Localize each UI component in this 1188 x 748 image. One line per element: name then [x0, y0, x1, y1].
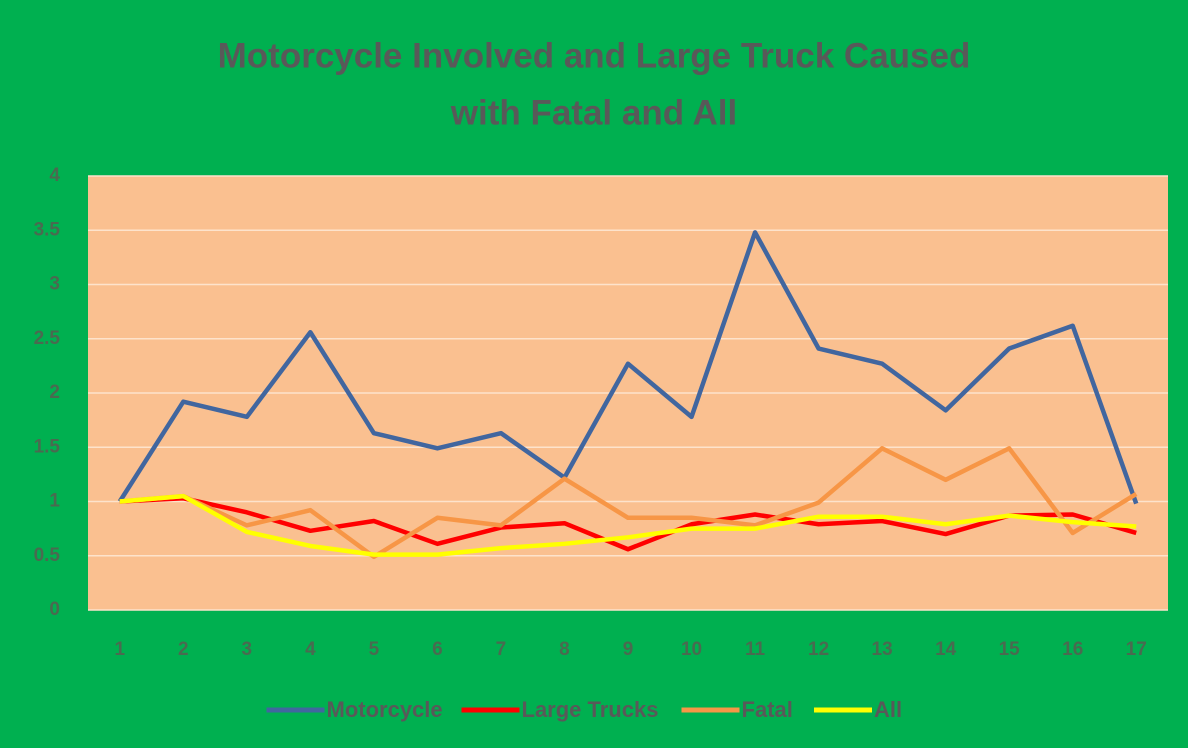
- legend-label: Large Trucks: [522, 697, 659, 722]
- x-tick-label: 17: [1126, 639, 1147, 660]
- series-line: [117, 230, 1139, 505]
- chart-title: with Fatal and All: [450, 93, 738, 132]
- x-tick-label: 15: [999, 639, 1021, 660]
- chart-title: Motorcycle Involved and Large Truck Caus…: [218, 36, 971, 75]
- x-tick-label: 12: [808, 639, 829, 660]
- legend-label: All: [874, 697, 902, 722]
- x-tick-label: 7: [496, 639, 507, 660]
- x-tick-label: 5: [369, 639, 380, 660]
- y-tick-label: 0: [49, 599, 60, 620]
- y-tick-label: 4: [49, 165, 60, 186]
- x-tick-label: 11: [745, 639, 766, 660]
- x-tick-label: 6: [432, 639, 443, 660]
- y-tick-label: 3: [49, 274, 60, 295]
- x-tick-label: 9: [623, 639, 634, 660]
- legend-label: Motorcycle: [327, 697, 443, 722]
- x-tick-label: 10: [681, 639, 702, 660]
- x-tick-label: 1: [114, 639, 125, 660]
- x-tick-label: 14: [935, 639, 957, 660]
- series-line: [119, 493, 1137, 557]
- x-tick-label: 8: [559, 639, 570, 660]
- y-tick-label: 2: [49, 382, 60, 403]
- series-line: [119, 446, 1138, 560]
- series-line: [119, 495, 1137, 552]
- x-tick-label: 16: [1062, 639, 1083, 660]
- y-tick-label: 0.5: [34, 545, 61, 566]
- y-tick-label: 2.5: [34, 328, 61, 349]
- y-tick-label: 3.5: [34, 219, 61, 240]
- x-tick-label: 2: [178, 639, 189, 660]
- y-tick-label: 1: [49, 491, 60, 512]
- x-tick-label: 3: [242, 639, 253, 660]
- y-tick-label: 1.5: [34, 436, 61, 457]
- x-tick-label: 4: [305, 639, 316, 660]
- legend-label: Fatal: [742, 697, 793, 722]
- x-tick-label: 13: [872, 639, 893, 660]
